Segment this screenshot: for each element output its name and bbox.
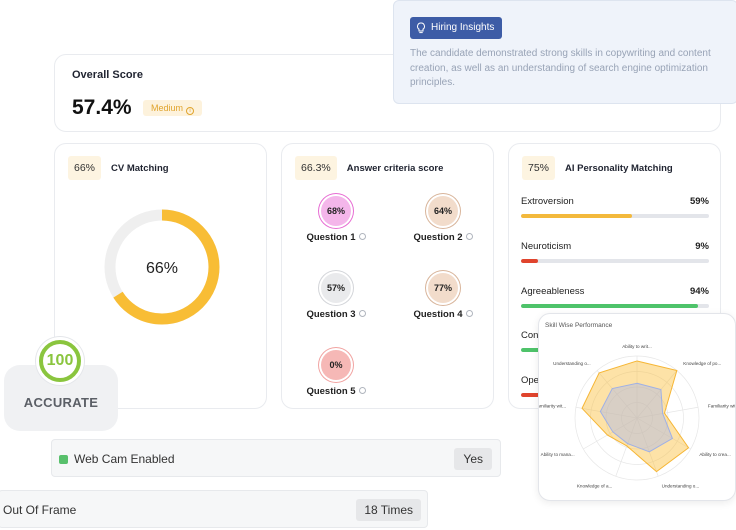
question-score-circle: 57% <box>321 273 351 303</box>
hiring-insights-panel: Hiring Insights The candidate demonstrat… <box>393 0 736 104</box>
radar-spoke <box>636 417 691 450</box>
ai-personality-title: AI Personality Matching <box>565 162 673 174</box>
cv-matching-title: CV Matching <box>111 162 169 174</box>
radar-spoke <box>575 406 638 419</box>
radar-axis-label: Knowledge of a... <box>577 484 613 489</box>
overall-score-title: Overall Score <box>72 69 143 81</box>
trait-bar-track <box>521 304 709 308</box>
question-label: Question 3 <box>306 309 356 320</box>
radar-axis-label: Ability to writ... <box>622 344 652 349</box>
accuracy-value: 100 <box>43 344 77 378</box>
radar-spoke <box>636 370 678 419</box>
question-score-circle: 0% <box>321 350 351 380</box>
radar-axis-label: Understanding o... <box>662 484 700 489</box>
cv-matching-percent: 66% <box>68 156 102 180</box>
cv-ring-label: 66% <box>146 260 178 277</box>
radar-axis-label: Ability to mana... <box>541 452 575 457</box>
radar-series-area <box>581 360 690 473</box>
radar-axis-label: Knowledge of po... <box>683 361 721 366</box>
question-label: Question 5 <box>306 386 356 397</box>
trait-value: 9% <box>695 241 709 252</box>
trait-bar-track <box>521 259 709 263</box>
trait-name: Neuroticism <box>521 241 572 252</box>
info-icon[interactable] <box>358 387 366 394</box>
question-item: 57% Question 3 <box>296 273 376 320</box>
trait-item: Extroversion 59% <box>521 196 709 218</box>
info-icon[interactable] <box>465 310 473 317</box>
cv-matching-card: 66% CV Matching 66% <box>54 143 267 409</box>
hiring-insights-text: The candidate demonstrated strong skills… <box>410 48 711 88</box>
score-level-badge: Medium i <box>143 100 203 116</box>
radar-spoke <box>636 417 659 477</box>
hiring-insights-tag: Hiring Insights <box>410 17 503 39</box>
radar-spoke <box>596 370 638 419</box>
question-label: Question 1 <box>306 232 356 243</box>
trait-item: Agreeableness 94% <box>521 286 709 308</box>
question-score-circle: 64% <box>428 196 458 226</box>
skill-radar-title: Skill Wise Performance <box>545 322 613 329</box>
question-item: 64% Question 2 <box>403 196 483 243</box>
info-icon[interactable] <box>358 310 366 317</box>
lightbulb-icon <box>417 22 425 34</box>
trait-bar-fill <box>521 304 698 308</box>
hiring-insights-label: Hiring Insights <box>431 22 495 33</box>
info-icon[interactable] <box>358 233 366 240</box>
question-item: 77% Question 4 <box>403 273 483 320</box>
answer-criteria-percent: 66.3% <box>295 156 337 180</box>
overall-score-value: 57.4% <box>72 96 132 119</box>
question-score-circle: 77% <box>428 273 458 303</box>
trait-bar-fill <box>521 259 538 263</box>
trait-value: 59% <box>689 196 709 207</box>
trait-bar-track <box>521 214 709 218</box>
radar-axis-label: Familiarity wit... <box>708 403 736 408</box>
question-score-circle: 68% <box>321 196 351 226</box>
ai-personality-percent: 75% <box>522 156 556 180</box>
question-item: 0% Question 5 <box>296 350 376 397</box>
trait-value: 94% <box>689 286 709 297</box>
info-icon[interactable]: i <box>186 107 195 115</box>
score-level-label: Medium <box>151 103 184 113</box>
webcam-row: Web Cam Enabled Yes <box>51 439 501 477</box>
skill-radar-chart: Ability to writ... Knowledge of po... Fami… <box>539 344 736 489</box>
skill-radar-card: Skill Wise Performance Ability to writ..… <box>538 313 736 501</box>
trait-name: Extroversion <box>521 196 574 207</box>
cv-matching-ring: 66% <box>104 209 220 325</box>
trait-item: Neuroticism 9% <box>521 241 709 263</box>
out-of-frame-value: 18 Times <box>356 499 421 521</box>
radar-axis-label: Understanding o... <box>553 361 591 366</box>
question-item: 68% Question 1 <box>296 196 376 243</box>
accuracy-badge: 100 <box>36 337 84 385</box>
radar-spoke <box>615 417 638 477</box>
out-of-frame-label: Out Of Frame <box>3 503 77 517</box>
answer-criteria-card: 66.3% Answer criteria score 68% Question … <box>281 143 494 409</box>
info-icon[interactable] <box>465 233 473 240</box>
radar-spoke <box>636 406 699 419</box>
trait-bar-fill <box>521 214 632 218</box>
radar-axis-label: Ability to crea... <box>699 452 730 457</box>
answer-criteria-title: Answer criteria score <box>346 162 444 174</box>
trait-name: Con <box>521 330 539 341</box>
webcam-value: Yes <box>454 448 492 470</box>
webcam-label: Web Cam Enabled <box>74 452 175 466</box>
radar-axis-label: Familiarity wit... <box>539 403 566 408</box>
status-indicator-icon <box>59 455 68 464</box>
accuracy-label: ACCURATE <box>23 395 99 410</box>
cv-ring-progress <box>104 209 220 325</box>
trait-name: Ope <box>521 375 539 386</box>
question-label: Question 4 <box>413 309 463 320</box>
out-of-frame-row: Out Of Frame 18 Times <box>0 490 428 528</box>
question-label: Question 2 <box>413 232 463 243</box>
radar-series-area <box>599 382 674 453</box>
trait-name: Agreeableness <box>521 286 585 297</box>
radar-spoke <box>583 417 638 450</box>
